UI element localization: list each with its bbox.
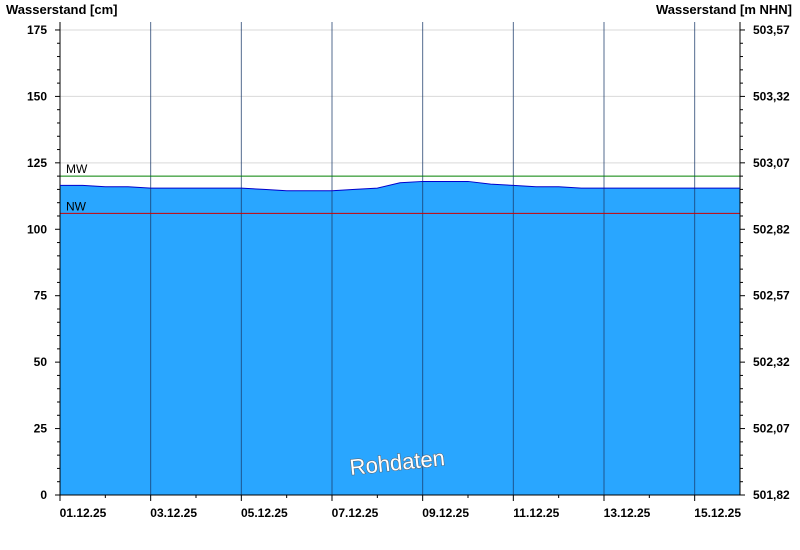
x-tick-label: 11.12.25 xyxy=(513,506,559,520)
y-right-tick-label: 503,07 xyxy=(753,156,790,170)
x-tick-label: 15.12.25 xyxy=(694,506,741,520)
day-gridlines xyxy=(150,22,696,495)
y-left-tick-label: 25 xyxy=(34,422,48,436)
y-left-axis-title: Wasserstand [cm] xyxy=(6,2,118,17)
y-left-tick-label: 100 xyxy=(27,222,47,236)
ref-label-mw: MW xyxy=(66,162,88,176)
watermark-rohdaten: Rohdaten xyxy=(348,445,446,480)
x-tick-label: 05.12.25 xyxy=(241,506,288,520)
x-tick-label: 01.12.25 xyxy=(60,506,107,520)
x-tick-label: 07.12.25 xyxy=(332,506,379,520)
y-right-tick-label: 502,82 xyxy=(753,222,790,236)
y-right-tick-label: 502,32 xyxy=(753,355,790,369)
y-right-tick-label: 503,57 xyxy=(753,23,790,37)
ref-label-nw: NW xyxy=(66,199,87,213)
y-right-tick-label: 503,32 xyxy=(753,89,790,103)
x-tick-label: 03.12.25 xyxy=(150,506,197,520)
x-tick-label: 09.12.25 xyxy=(422,506,469,520)
y-right-tick-label: 501,82 xyxy=(753,488,790,502)
axes xyxy=(55,22,745,501)
y-left-tick-label: 125 xyxy=(27,156,47,170)
reference-lines: MW NW xyxy=(60,162,740,214)
water-level-area xyxy=(60,181,740,495)
tick-labels: 0 501,82 25 502,07 50 502,32 75 502,57 100 502,82… xyxy=(27,23,790,520)
y-right-tick-label: 502,57 xyxy=(753,289,790,303)
water-level-line xyxy=(60,180,740,192)
y-left-tick-label: 50 xyxy=(34,355,48,369)
y-right-tick-label: 502,07 xyxy=(753,422,790,436)
y-right-axis-title: Wasserstand [m NHN] xyxy=(656,2,792,17)
y-left-tick-label: 75 xyxy=(34,289,48,303)
y-left-tick-label: 0 xyxy=(40,488,47,502)
x-tick-label: 13.12.25 xyxy=(604,506,651,520)
y-left-tick-label: 175 xyxy=(27,23,47,37)
y-left-tick-label: 150 xyxy=(27,89,47,103)
